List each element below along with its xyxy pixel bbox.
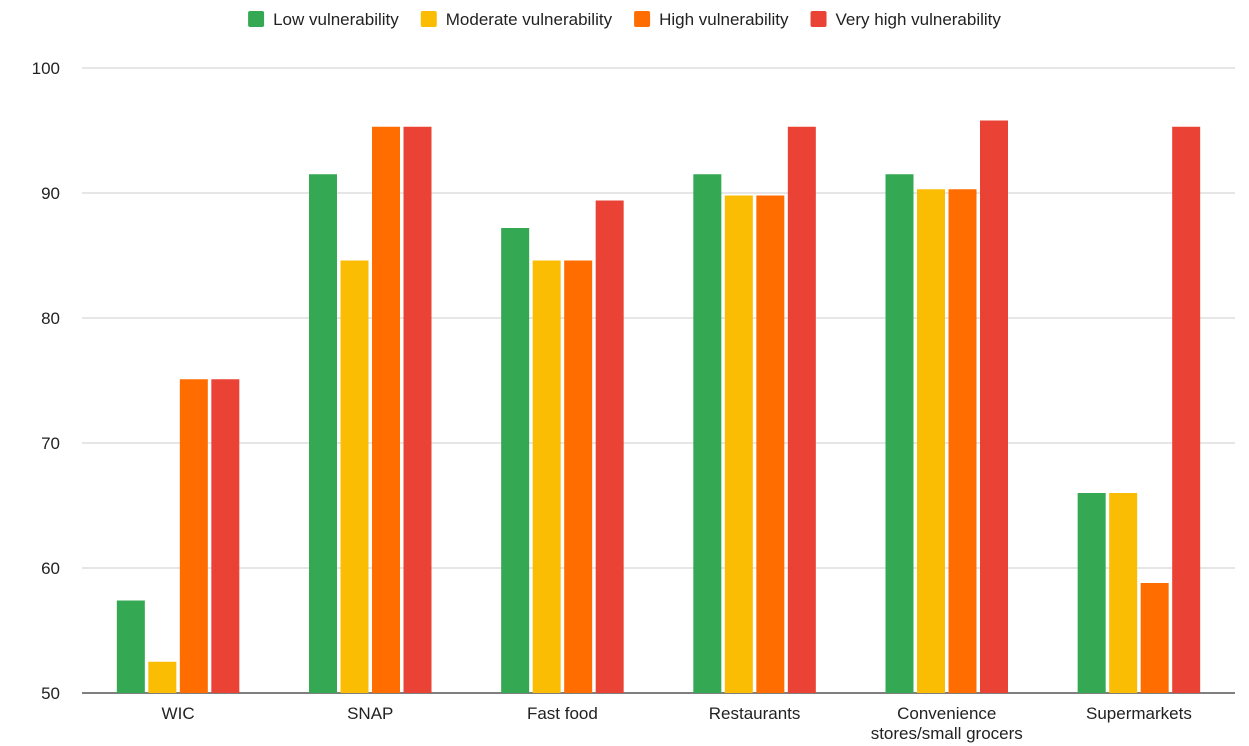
y-tick-label: 50 [41,684,60,703]
bar [787,126,816,693]
bar [179,379,208,693]
bar [211,379,240,693]
legend-label: Low vulnerability [273,10,399,29]
x-category-label: Supermarkets [1086,704,1192,723]
bar [116,600,145,693]
bar [980,120,1008,693]
bar [595,200,624,693]
y-tick-label: 80 [41,309,60,328]
bar [532,260,561,693]
bar [340,260,369,693]
legend-swatch [420,11,437,27]
chart-legend: Low vulnerability Moderate vulnerability H… [248,10,1001,29]
bar [1140,583,1169,693]
bar [564,260,593,693]
legend-swatch [634,11,651,27]
x-category-label: Fast food [527,704,598,723]
bar [1172,126,1201,693]
bar [724,195,753,693]
y-tick-label: 100 [32,59,60,78]
x-category-label: Convenience [897,704,996,723]
y-axis: 50 60 70 80 90 100 [32,59,60,703]
bar [756,195,785,693]
bar [693,174,722,693]
legend-swatch [810,11,827,27]
x-category-label: WIC [162,704,195,723]
bar [885,174,914,693]
chart-bars [116,120,1201,693]
bar [948,189,977,693]
bar [148,661,177,693]
bar [917,189,945,693]
y-tick-label: 60 [41,559,60,578]
bar [1109,493,1138,693]
legend-label: Moderate vulnerability [446,10,613,29]
bar [403,126,432,693]
x-category-label: Restaurants [709,704,801,723]
legend-label: Very high vulnerability [836,10,1002,29]
y-tick-label: 90 [41,184,60,203]
bar [372,126,400,693]
y-tick-label: 70 [41,434,60,453]
x-category-label: SNAP [347,704,393,723]
chart-gridlines [82,67,1235,694]
x-category-label: stores/small grocers [871,724,1023,743]
legend-swatch [248,11,265,27]
bar [1077,493,1106,693]
bar [309,174,337,693]
x-axis: WIC SNAP Fast food Restaurants Conveniencest… [162,704,1192,743]
bar [501,228,530,693]
legend-label: High vulnerability [659,10,789,29]
